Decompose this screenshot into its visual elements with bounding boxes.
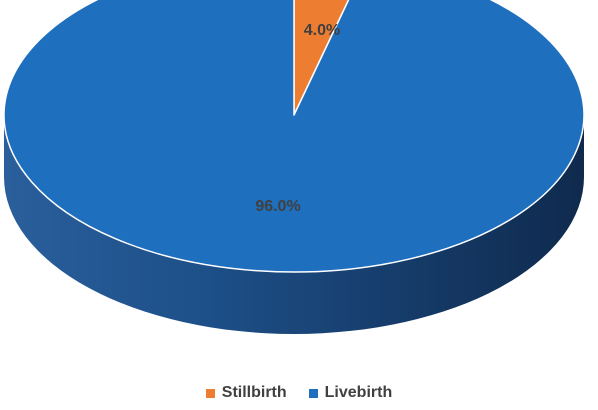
- legend-label-stillbirth: Stillbirth: [221, 384, 287, 401]
- legend-item-stillbirth: Stillbirth: [205, 384, 287, 402]
- data-label-livebirth: 96.0%: [255, 198, 300, 215]
- data-label-stillbirth: 4.0%: [304, 22, 340, 39]
- legend-item-livebirth: Livebirth: [308, 384, 393, 402]
- pie-slice-livebirth: [3, 0, 585, 273]
- legend-swatch-livebirth: [308, 388, 318, 398]
- pie-data-labels: 4.0% 96.0%: [255, 22, 340, 215]
- pie-top-face: [3, 0, 585, 273]
- pie-3d-sides: [4, 115, 584, 334]
- legend-label-livebirth: Livebirth: [324, 384, 393, 401]
- legend: Stillbirth Livebirth: [0, 384, 598, 402]
- pie-side-livebirth: [4, 115, 584, 334]
- legend-swatch-stillbirth: [205, 388, 215, 398]
